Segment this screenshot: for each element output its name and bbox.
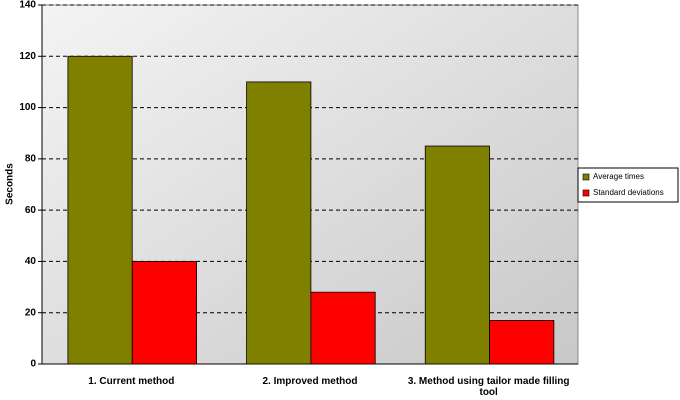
- y-tick-label: 120: [19, 51, 36, 62]
- x-tick-label: 2. Improved method: [262, 376, 358, 387]
- y-axis-label: Seconds: [5, 163, 16, 205]
- y-tick-label: 40: [25, 256, 37, 267]
- bar: [131, 261, 197, 365]
- legend-label: Standard deviations: [593, 188, 664, 197]
- bar: [67, 55, 133, 365]
- y-tick-label: 0: [30, 359, 36, 370]
- bar: [424, 145, 490, 365]
- legend-swatch: [582, 189, 590, 197]
- x-tick-label: 1. Current method: [88, 376, 175, 387]
- bar: [310, 291, 376, 365]
- y-tick-label: 20: [25, 307, 37, 318]
- legend-swatch: [582, 173, 590, 181]
- legend-label: Average times: [593, 172, 644, 181]
- bar: [489, 320, 555, 365]
- y-tick-label: 140: [19, 0, 36, 11]
- y-tick-label: 60: [25, 205, 37, 216]
- y-tick-label: 80: [25, 153, 37, 164]
- x-tick-label: 3. Method using tailor made filling tool: [407, 376, 570, 398]
- legend-box: [577, 167, 679, 203]
- bar: [246, 81, 312, 365]
- y-tick-label: 100: [19, 102, 36, 113]
